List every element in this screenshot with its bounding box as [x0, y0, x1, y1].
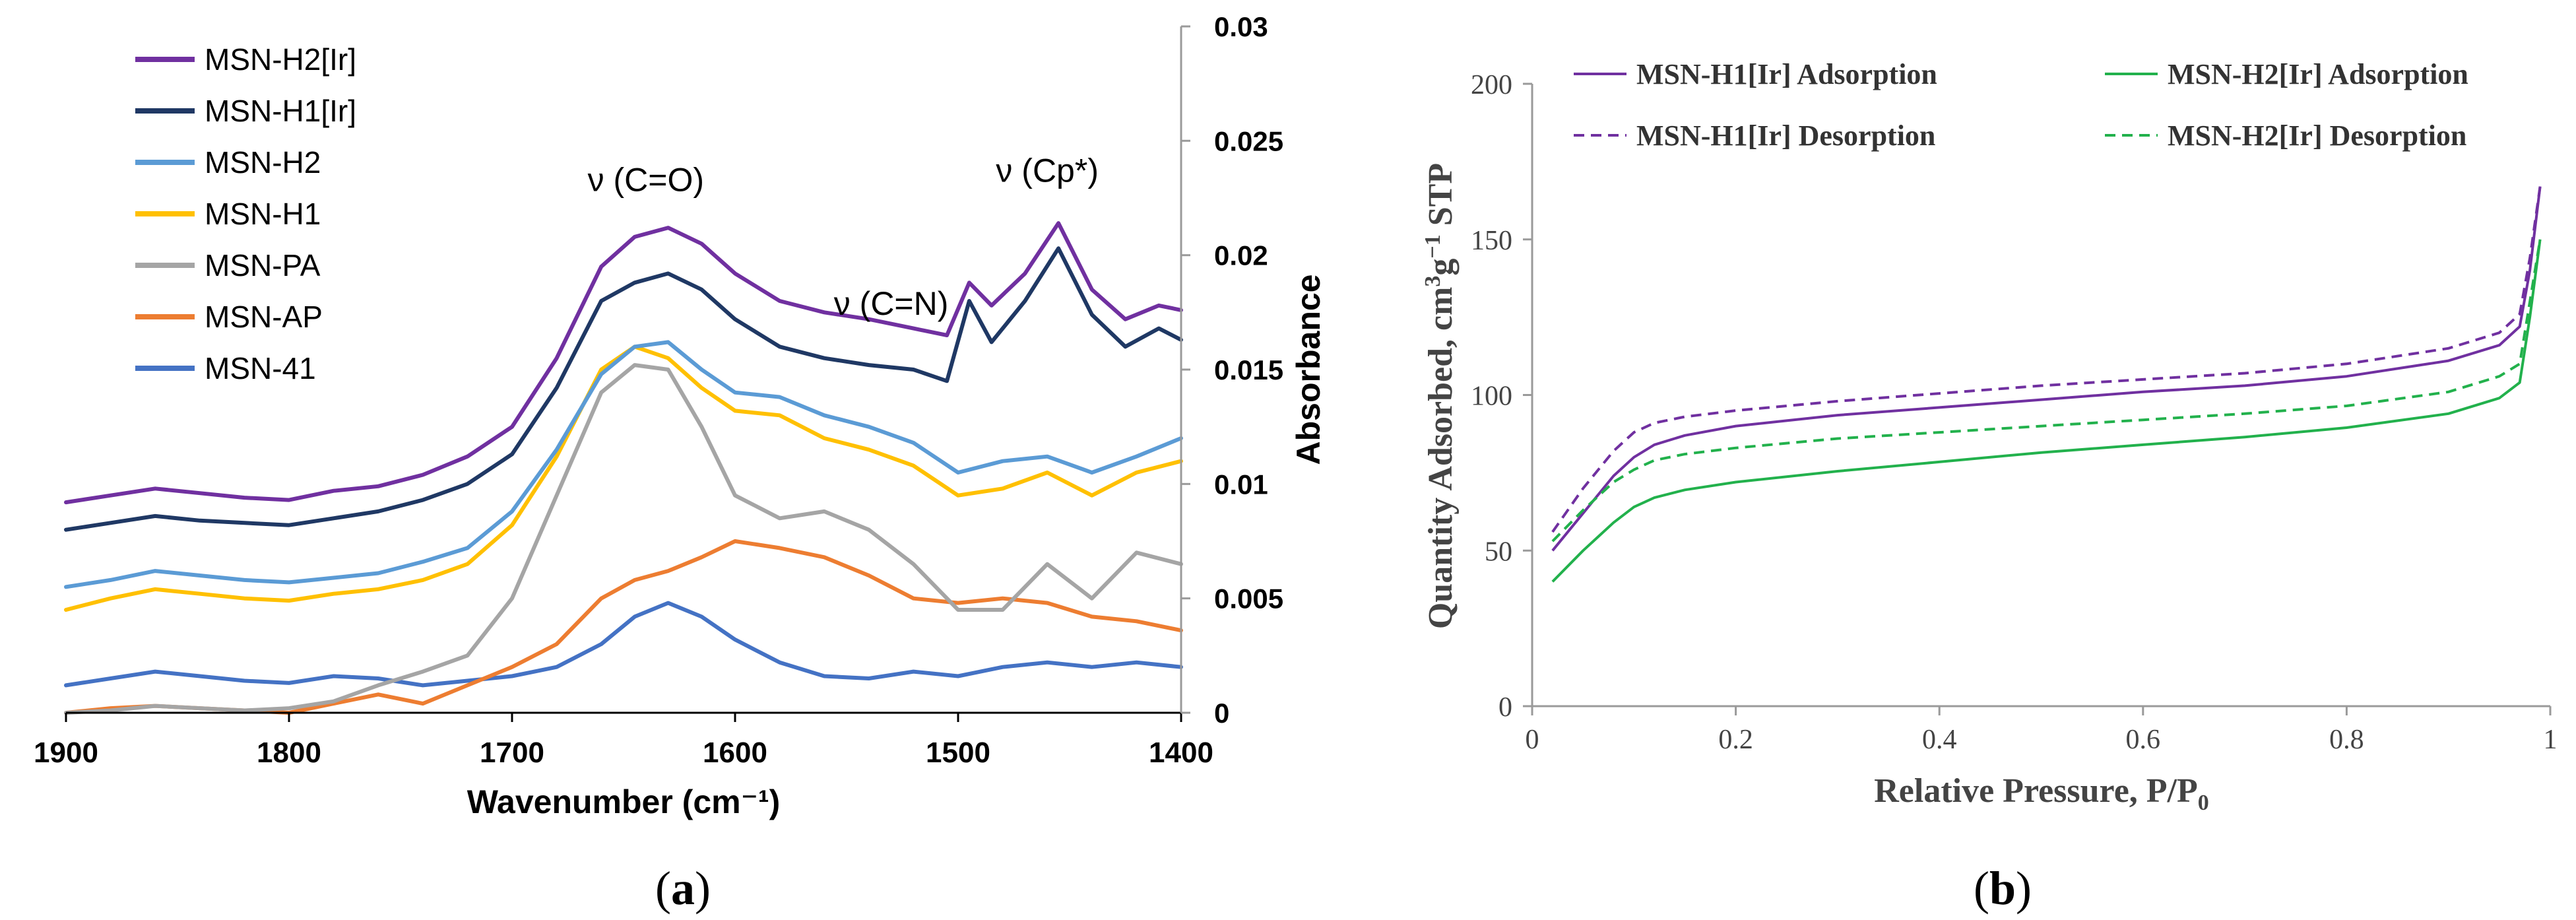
- legend-label-msn-h2-ir-desorption: MSN-H2[Ir] Desorption: [2168, 119, 2466, 152]
- series-line-msn-pa: [64, 363, 1183, 715]
- legend-label-msn-h1-ir-desorption: MSN-H1[Ir] Desorption: [1636, 119, 1935, 152]
- panel-a-x-ticks: 1900 1800 1700 1600 1500 1400: [34, 713, 1213, 769]
- y-tick-label: 0.01: [1214, 469, 1268, 500]
- panel-a: ν (C=O) ν (C=N) ν (Cp*) 1900 1800 1700 1600 15…: [34, 11, 1327, 915]
- y-tick-label: 0.005: [1214, 583, 1283, 614]
- legend-label-msn-h2-ir-adsorption: MSN-H2[Ir] Adsorption: [2168, 58, 2468, 90]
- x-tick-label: 1500: [926, 737, 990, 769]
- x-tick-label: 1400: [1149, 737, 1213, 769]
- x-tick-label: 0.6: [2126, 725, 2161, 755]
- y-tick-label: 0.03: [1214, 11, 1268, 42]
- legend-label-msn-pa: MSN-PA: [205, 248, 321, 282]
- annotation-c-n: ν (C=N): [834, 285, 949, 322]
- legend-label-msn-h1: MSN-H1: [205, 197, 321, 231]
- series-line-msn-h2: [64, 340, 1183, 589]
- series-line-msn-41: [64, 601, 1183, 688]
- legend-label-msn-41: MSN-41: [205, 351, 316, 385]
- panel-b-x-axis-label: Relative Pressure, P/P0: [1874, 772, 2209, 815]
- legend-label-msn-h2-ir: MSN-H2[Ir]: [205, 42, 356, 77]
- panel-b-y-ticks: 0 50 100 150 200: [1471, 70, 1532, 723]
- y-tick-label: 0: [1214, 698, 1229, 729]
- legend-label-msn-h1-ir-adsorption: MSN-H1[Ir] Adsorption: [1636, 58, 1937, 90]
- x-tick-label: 1: [2544, 725, 2558, 755]
- panel-a-annotations: ν (C=O) ν (C=N) ν (Cp*): [588, 152, 1099, 322]
- y-tick-label: 100: [1471, 381, 1512, 412]
- series-line-msn-h1-ir-adsorption: [1551, 186, 2542, 552]
- x-tick-label: 1600: [703, 737, 767, 769]
- y-tick-label: 0: [1498, 692, 1512, 723]
- y-tick-label: 0.02: [1214, 240, 1268, 271]
- panel-b: 0 0.2 0.4 0.6 0.8 1 0 50 100 150 200 MSN-H1[Ir] A…: [1421, 58, 2558, 915]
- x-tick-label: 1800: [257, 737, 321, 769]
- series-line-msn-h1-ir-desorption: [1551, 186, 2542, 533]
- panel-a-y-ticks: 0.03 0.025 0.02 0.015 0.01 0.005 0: [1181, 11, 1283, 729]
- panel-a-caption: (a): [655, 862, 711, 915]
- x-tick-label: 0: [1526, 725, 1539, 755]
- panel-b-caption: (b): [1974, 862, 2032, 915]
- legend-label-msn-ap: MSN-AP: [205, 300, 323, 334]
- panel-a-x-axis-label: Wavenumber (cm⁻¹): [467, 783, 781, 820]
- series-line-msn-h1-ir: [64, 246, 1183, 532]
- panel-b-legend: MSN-H1[Ir] Adsorption MSN-H1[Ir] Desorpti…: [1574, 58, 2468, 152]
- legend-label-msn-h1-ir: MSN-H1[Ir]: [205, 94, 356, 128]
- y-tick-label: 150: [1471, 226, 1512, 256]
- annotation-cp: ν (Cp*): [996, 152, 1099, 189]
- series-line-msn-h2-ir: [64, 221, 1183, 505]
- y-tick-label: 0.025: [1214, 125, 1283, 156]
- x-tick-label: 0.2: [1718, 725, 1753, 755]
- panel-b-y-axis-label: Quantity Adsorbed, cm3g−1 STP: [1421, 163, 1460, 629]
- x-tick-label: 1700: [480, 737, 544, 769]
- panel-a-y-axis-label: Absorbance: [1290, 275, 1327, 465]
- legend-label-msn-h2: MSN-H2: [205, 145, 321, 180]
- y-tick-label: 200: [1471, 70, 1512, 100]
- panel-b-x-ticks: 0 0.2 0.4 0.6 0.8 1: [1526, 706, 2558, 755]
- y-tick-label: 0.015: [1214, 354, 1283, 385]
- series-line-msn-h2-ir-adsorption: [1551, 239, 2542, 583]
- y-tick-label: 50: [1485, 537, 1512, 567]
- annotation-c-o: ν (C=O): [588, 162, 704, 199]
- panel-a-series: [64, 221, 1183, 715]
- x-tick-label: 0.4: [1922, 725, 1957, 755]
- series-line-msn-h2-ir-desorption: [1551, 239, 2542, 542]
- x-tick-label: 0.8: [2329, 725, 2364, 755]
- panel-a-legend: MSN-H2[Ir] MSN-H1[Ir] MSN-H2 MSN-H1 MSN-PA MS…: [135, 42, 356, 385]
- panel-b-series: [1551, 186, 2542, 583]
- x-tick-label: 1900: [34, 737, 98, 769]
